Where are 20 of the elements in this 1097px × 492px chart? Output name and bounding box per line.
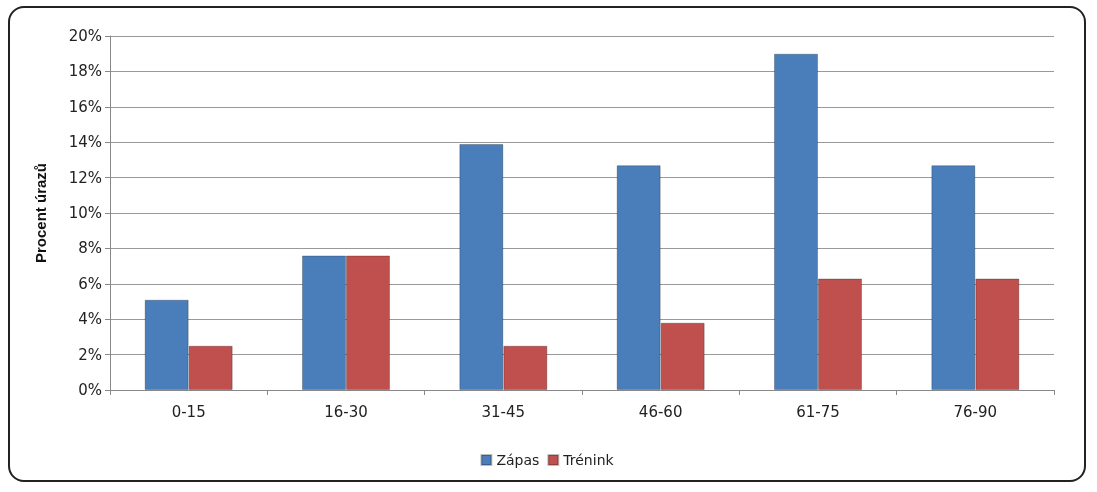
x-tick-label: 46-60 xyxy=(638,402,683,421)
y-tick-label: 0% xyxy=(78,381,102,399)
y-tick-label: 6% xyxy=(78,274,102,293)
y-tick-label: 20% xyxy=(68,27,102,45)
x-tick-label: 0-15 xyxy=(171,402,206,421)
y-tick-label: 4% xyxy=(78,310,102,329)
y-tick-label: 8% xyxy=(78,239,102,258)
x-tick-label: 76-90 xyxy=(953,402,998,421)
y-axis-title: Procent úrazů xyxy=(32,162,49,264)
legend-label: Trénink xyxy=(562,452,615,468)
y-tick-label: 12% xyxy=(68,168,102,187)
y-tick-label: 18% xyxy=(68,62,102,81)
legend-label: Zápas xyxy=(496,452,540,468)
y-tick-label: 16% xyxy=(68,97,102,116)
y-tick-label: 14% xyxy=(68,133,102,152)
x-tick-label: 31-45 xyxy=(481,402,526,421)
x-tick-label: 16-30 xyxy=(324,402,368,421)
y-tick-label: 2% xyxy=(78,345,102,364)
y-tick-label: 10% xyxy=(68,204,102,222)
x-tick-label: 61-75 xyxy=(796,402,840,421)
